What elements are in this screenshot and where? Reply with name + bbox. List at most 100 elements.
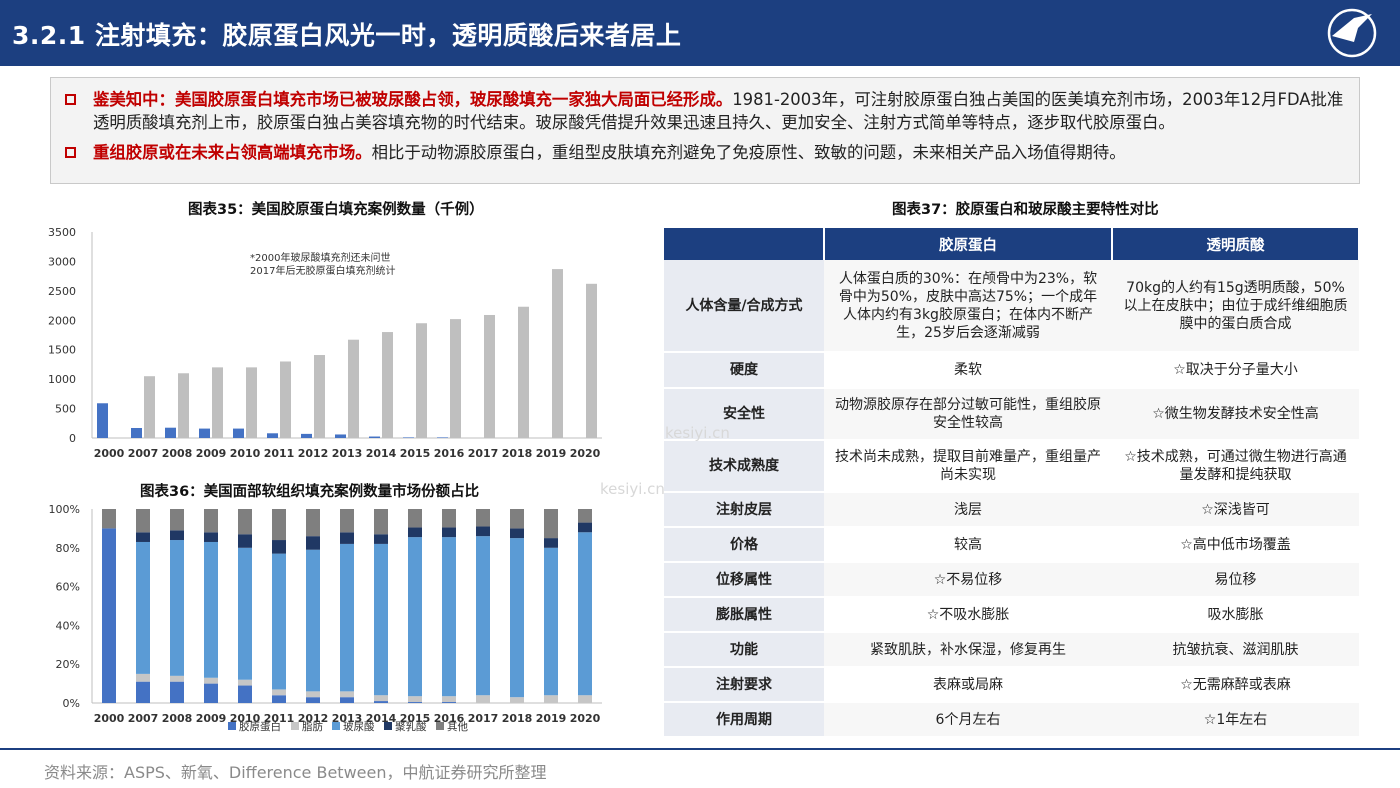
chart36-bar-segment bbox=[442, 702, 456, 703]
hyaluronic-cell: 易位移 bbox=[1112, 562, 1359, 598]
chart36-bar-segment bbox=[374, 695, 388, 702]
chart36-y-tick: 80% bbox=[56, 542, 80, 555]
chart35-note-line2: 2017年后无胶原蛋白填充剂统计 bbox=[250, 264, 395, 277]
chart36-bar-segment bbox=[170, 681, 184, 703]
chart35-bar bbox=[314, 355, 325, 438]
chart35-x-tick: 2008 bbox=[162, 447, 193, 460]
bullet-text: 相比于动物源胶原蛋白，重组型皮肤填充剂避免了免疫原性、致敏的问题，未来相关产品入… bbox=[371, 143, 1126, 162]
summary-bullet: 鉴美知中：美国胶原蛋白填充市场已被玻尿酸占领，玻尿酸填充一家独大局面已经形成。1… bbox=[61, 88, 1347, 134]
chart36-bar-segment bbox=[238, 547, 252, 680]
chart36-bar-segment bbox=[204, 532, 218, 542]
chart35-x-tick: 2017 bbox=[468, 447, 499, 460]
chart36-bar-segment bbox=[306, 509, 320, 537]
bullet-square-icon bbox=[65, 94, 76, 105]
table-row: 价格 较高 ☆高中低市场覆盖 bbox=[664, 527, 1359, 563]
chart36-bar-segment bbox=[204, 541, 218, 678]
table-header-cell bbox=[664, 228, 825, 260]
chart35-bar bbox=[416, 323, 427, 438]
chart36-legend-swatch bbox=[332, 722, 340, 730]
chart35-bar bbox=[267, 433, 278, 438]
chart35-bar bbox=[382, 332, 393, 438]
table-row: 膨胀属性 ☆不吸水膨胀 吸水膨胀 bbox=[664, 597, 1359, 633]
chart36-title: 图表36：美国面部软组织填充案例数量市场份额占比 bbox=[140, 484, 480, 500]
chart36-bar-segment bbox=[272, 689, 286, 696]
table-header-row: 胶原蛋白 透明质酸 bbox=[664, 228, 1360, 260]
hyaluronic-cell: ☆深浅皆可 bbox=[1112, 492, 1359, 528]
chart36-legend-label: 聚乳酸 bbox=[395, 720, 427, 733]
chart35-y-tick: 500 bbox=[55, 403, 76, 416]
collagen-cell: 6个月左右 bbox=[824, 702, 1112, 738]
chart36-bar-segment bbox=[476, 526, 490, 537]
chart36-bar-segment bbox=[510, 697, 524, 703]
chart36-bar-segment bbox=[578, 695, 592, 703]
chart35-bar bbox=[97, 403, 108, 438]
chart36-bar-segment bbox=[374, 509, 388, 535]
chart36-bar-segment bbox=[170, 530, 184, 541]
source-note: 资料来源：ASPS、新氧、Difference Between，中航证券研究所整… bbox=[44, 763, 547, 782]
chart36-bar-segment bbox=[408, 702, 422, 703]
chart35-x-tick: 2020 bbox=[570, 447, 601, 460]
chart36-bar-segment bbox=[578, 532, 592, 696]
row-attribute: 注射皮层 bbox=[664, 492, 824, 528]
row-attribute: 功能 bbox=[664, 632, 824, 668]
row-attribute: 安全性 bbox=[664, 388, 824, 441]
chart36-legend-swatch bbox=[291, 722, 299, 730]
page-title: 3.2.1 注射填充：胶原蛋白风光一时，透明质酸后来者居上 bbox=[12, 21, 682, 50]
chart35-x-tick: 2000 bbox=[94, 447, 125, 460]
chart35-bar bbox=[335, 434, 346, 438]
chart36-x-tick: 2014 bbox=[366, 712, 397, 725]
chart36-bar-segment bbox=[306, 691, 320, 698]
hyaluronic-cell: 吸水膨胀 bbox=[1112, 597, 1359, 633]
chart35-bar bbox=[484, 314, 495, 438]
chart36-x-tick: 2007 bbox=[128, 712, 159, 725]
chart35-x-tick: 2016 bbox=[434, 447, 465, 460]
chart36-bar-segment bbox=[510, 528, 524, 539]
chart36-bar-segment bbox=[306, 549, 320, 692]
chart35-bar bbox=[450, 319, 461, 438]
chart36-bar-segment bbox=[578, 522, 592, 533]
hyaluronic-cell: ☆无需麻醉或表麻 bbox=[1112, 667, 1359, 703]
chart36-bar-segment bbox=[102, 509, 116, 529]
chart36-x-tick: 2019 bbox=[536, 712, 567, 725]
summary-bullet: 重组胶原或在未来占领高端填充市场。相比于动物源胶原蛋白，重组型皮肤填充剂避免了免… bbox=[61, 141, 1347, 164]
table37-title: 图表37：胶原蛋白和玻尿酸主要特性对比 bbox=[892, 202, 1159, 218]
chart36-bar-segment bbox=[340, 509, 354, 533]
chart35-x-tick: 2018 bbox=[502, 447, 533, 460]
chart36-bar-segment bbox=[306, 536, 320, 550]
chart35: *2000年玻尿酸填充剂还未问世 2017年后无胶原蛋白填充剂统计 3500 30… bbox=[48, 226, 602, 460]
chart36-legend-swatch bbox=[436, 722, 444, 730]
row-attribute: 注射要求 bbox=[664, 667, 824, 703]
chart36-x-tick: 2011 bbox=[264, 712, 295, 725]
chart36-x-tick: 2018 bbox=[502, 712, 533, 725]
collagen-cell: 柔软 bbox=[824, 352, 1112, 389]
chart36-bar-segment bbox=[442, 509, 456, 528]
chart36-x-tick: 2000 bbox=[94, 712, 125, 725]
chart36-legend-swatch bbox=[384, 722, 392, 730]
chart35-bar bbox=[144, 376, 155, 438]
hyaluronic-cell: ☆技术成熟，可通过微生物进行高通量发酵和提纯获取 bbox=[1112, 440, 1359, 493]
chart36-bar-segment bbox=[170, 509, 184, 531]
chart35-bar bbox=[518, 306, 529, 438]
chart36-legend-label: 胶原蛋白 bbox=[239, 720, 281, 733]
chart36-bar-segment bbox=[544, 538, 558, 548]
row-attribute: 作用周期 bbox=[664, 702, 824, 738]
collagen-cell: 较高 bbox=[824, 527, 1112, 563]
row-attribute: 价格 bbox=[664, 527, 824, 563]
collagen-cell: 人体蛋白质的30%：在颅骨中为23%，软骨中为50%，皮肤中高达75%；一个成年… bbox=[824, 260, 1112, 353]
chart36-y-tick: 40% bbox=[56, 619, 80, 632]
chart36-bar-segment bbox=[408, 537, 422, 697]
chart36-x-tick: 2015 bbox=[400, 712, 431, 725]
chart35-x-tick: 2019 bbox=[536, 447, 567, 460]
table-row: 位移属性 ☆不易位移 易位移 bbox=[664, 562, 1359, 598]
chart35-y-tick: 1500 bbox=[48, 344, 76, 357]
chart36-bar-segment bbox=[442, 527, 456, 538]
chart35-note-line1: *2000年玻尿酸填充剂还未问世 bbox=[250, 251, 390, 264]
chart36-bar-segment bbox=[136, 681, 150, 703]
chart36-bar-segment bbox=[510, 538, 524, 698]
chart36-x-tick: 2008 bbox=[162, 712, 193, 725]
logo-text: AVIC bbox=[1342, 45, 1363, 54]
table-header-cell: 胶原蛋白 bbox=[824, 228, 1113, 260]
chart36-bar-segment bbox=[170, 675, 184, 682]
row-attribute: 膨胀属性 bbox=[664, 597, 824, 633]
table-row: 功能 紧致肌肤，补水保湿，修复再生 抗皱抗衰、滋润肌肤 bbox=[664, 632, 1359, 668]
